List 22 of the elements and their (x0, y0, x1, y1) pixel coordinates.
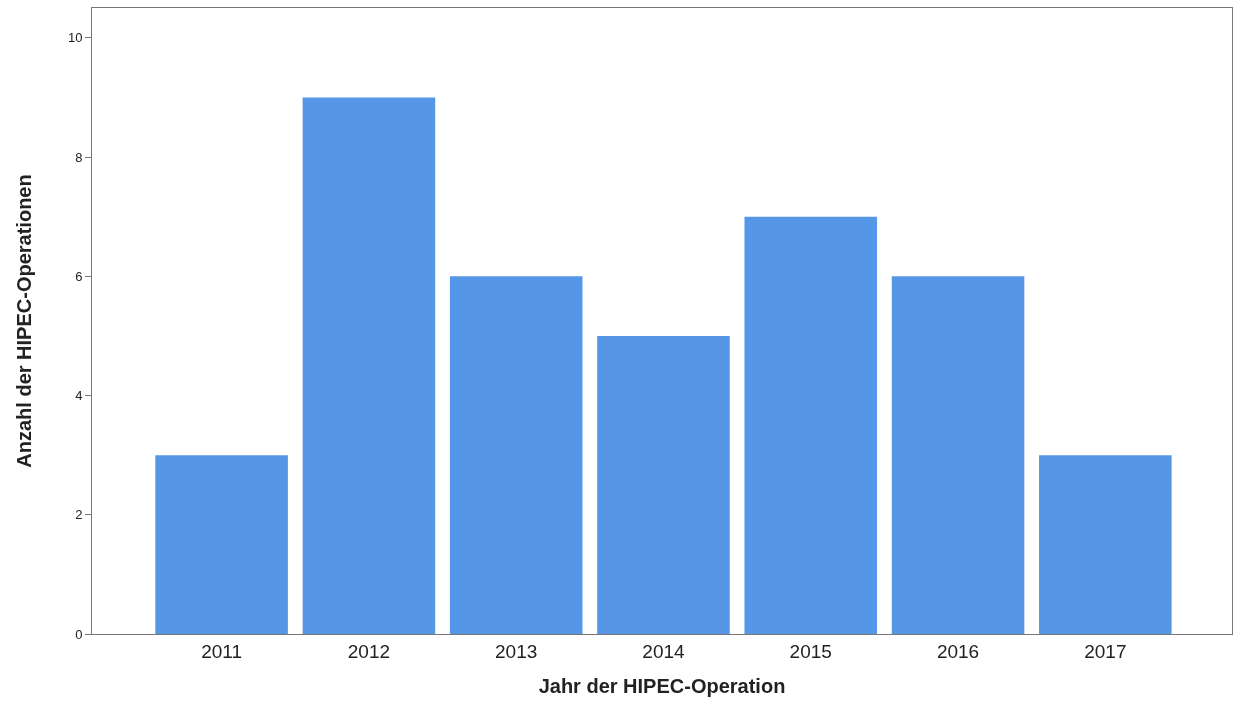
x-tick-label: 2011 (201, 640, 243, 662)
y-tick-label: 4 (75, 388, 83, 404)
bar (302, 97, 436, 634)
y-axis-title: Anzahl der HIPEC-Operationen (13, 174, 36, 468)
x-tick-label: 2012 (347, 640, 391, 662)
bar (891, 276, 1025, 634)
y-tick-label: 10 (67, 30, 83, 46)
y-tick-label: 6 (75, 268, 83, 284)
y-tick-label: 0 (75, 626, 83, 642)
bar (597, 335, 730, 634)
bar (449, 276, 583, 634)
x-tick-label: 2016 (936, 640, 980, 662)
bar (155, 455, 288, 634)
bar (744, 216, 878, 634)
y-tick-label: 8 (75, 149, 83, 165)
bar (1039, 455, 1172, 634)
x-tick-label: 2015 (789, 640, 832, 662)
x-axis-title: Jahr der HIPEC-Operation (538, 675, 786, 698)
x-tick-label: 2017 (1084, 640, 1127, 662)
x-tick-label: 2014 (642, 640, 686, 662)
y-tick-label: 2 (75, 507, 83, 523)
x-tick-label: 2013 (495, 640, 538, 662)
